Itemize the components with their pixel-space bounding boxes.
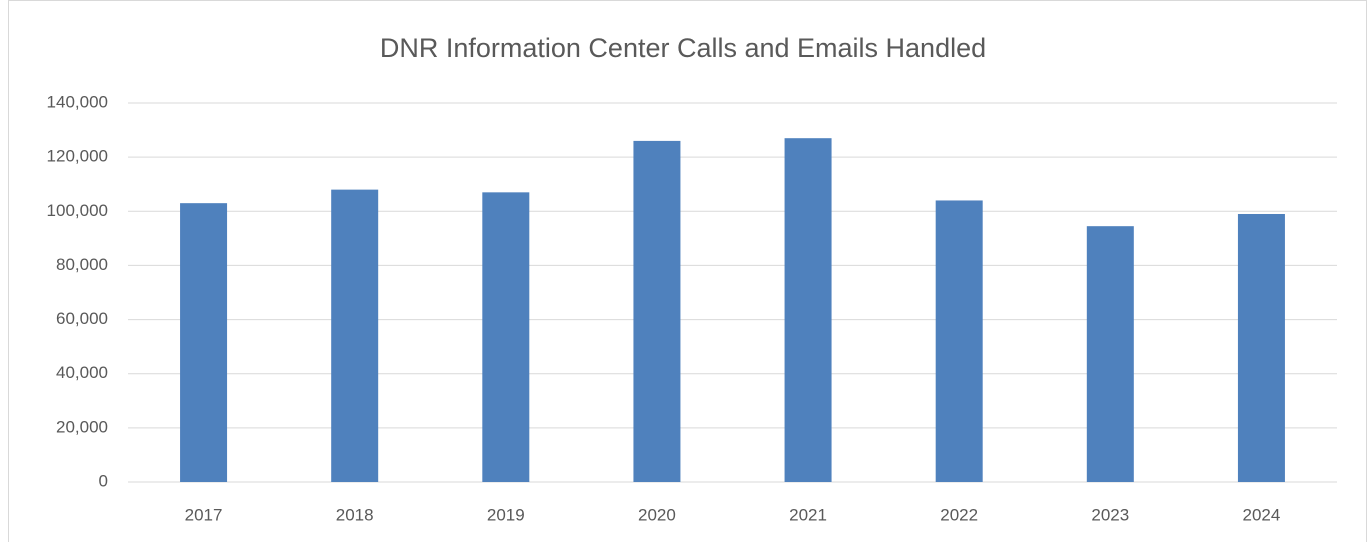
x-tick-label: 2017 <box>185 505 223 524</box>
y-tick-label: 60,000 <box>56 309 108 328</box>
bar <box>935 200 983 482</box>
x-tick-label: 2018 <box>336 505 374 524</box>
bar <box>482 192 530 483</box>
chart-frame <box>8 0 1367 542</box>
bar <box>1086 226 1134 482</box>
y-tick-label: 0 <box>99 471 108 490</box>
bar <box>633 140 681 482</box>
bar <box>180 203 228 482</box>
x-tick-label: 2019 <box>487 505 525 524</box>
x-tick-label: 2024 <box>1243 505 1281 524</box>
bar <box>784 138 832 482</box>
bar <box>1237 213 1285 482</box>
y-tick-label: 80,000 <box>56 255 108 274</box>
bar <box>331 189 379 482</box>
y-tick-label: 140,000 <box>47 92 108 111</box>
y-tick-label: 40,000 <box>56 363 108 382</box>
chart-title: DNR Information Center Calls and Emails … <box>380 33 986 63</box>
y-tick-label: 100,000 <box>47 201 108 220</box>
y-tick-label: 20,000 <box>56 417 108 436</box>
x-tick-label: 2020 <box>638 505 676 524</box>
x-tick-label: 2022 <box>940 505 978 524</box>
x-tick-label: 2021 <box>789 505 827 524</box>
y-tick-label: 120,000 <box>47 147 108 166</box>
x-tick-label: 2023 <box>1091 505 1129 524</box>
